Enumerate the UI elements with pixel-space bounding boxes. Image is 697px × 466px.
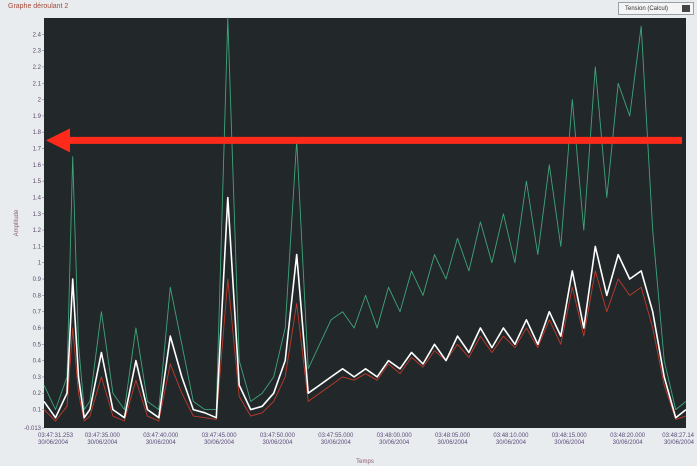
y-tick-label: 1.6 [33, 163, 42, 169]
x-tick-label: 30/06/2004 [554, 440, 585, 446]
x-axis-ticks: 03:47:31.25330/06/200403:47:35.00030/06/… [38, 433, 695, 446]
legend-swatch-icon [682, 5, 690, 12]
y-tick-label: 2.4 [33, 32, 42, 38]
y-tick-label: 2.3 [33, 49, 42, 55]
y-tick-label: 0.3 [33, 375, 42, 381]
x-tick-label: 30/06/2004 [438, 440, 469, 446]
x-tick-label: 30/06/2004 [321, 440, 352, 446]
marker-layer [46, 128, 682, 153]
y-tick-label: 1.8 [33, 130, 42, 136]
x-tick-label: 30/06/2004 [496, 440, 527, 446]
x-tick-label: 03:47:55.000 [318, 433, 354, 439]
y-tick-label: 2 [38, 98, 42, 104]
y-tick-label: 1.9 [33, 114, 42, 120]
x-tick-label: 30/06/2004 [204, 440, 235, 446]
x-tick-label: 03:48:10.000 [493, 433, 529, 439]
x-tick-label: 03:48:05.000 [435, 433, 471, 439]
y-tick-label: 1.4 [33, 195, 42, 201]
x-tick-label: 30/06/2004 [613, 440, 644, 446]
x-tick-label: 03:48:27.14 [662, 433, 694, 439]
x-tick-label: 03:47:50.000 [260, 433, 296, 439]
series-line-2 [43, 270, 687, 422]
series-line-0 [43, 196, 687, 419]
y-tick-label: 0.8 [33, 293, 42, 299]
y-tick-label: 2.2 [33, 65, 42, 71]
x-tick-label: 30/06/2004 [87, 440, 118, 446]
y-tick-label: 1.5 [33, 179, 42, 185]
y-tick-label: 0.7 [33, 310, 42, 316]
y-tick-label: 0.4 [33, 359, 42, 365]
x-tick-label: 30/06/2004 [262, 440, 293, 446]
marker-arrow-head-icon [46, 128, 70, 153]
y-axis-label: Amplitude [14, 209, 20, 236]
y-tick-label: 0.9 [33, 277, 42, 283]
y-tick-label: -0.013 [24, 426, 42, 432]
x-tick-label: 30/06/2004 [38, 440, 69, 446]
y-tick-label: 2.1 [33, 81, 42, 87]
y-tick-label: 1.2 [33, 228, 42, 234]
y-tick-label: 1.1 [33, 244, 42, 250]
y-tick-label: 0.2 [33, 391, 42, 397]
legend-label: Tension (Calcul) [625, 5, 669, 12]
x-tick-label: 03:47:35.000 [85, 433, 121, 439]
x-tick-label: 30/06/2004 [379, 440, 410, 446]
y-tick-label: 1.7 [33, 147, 42, 153]
x-tick-label: 30/06/2004 [146, 440, 177, 446]
x-tick-label: 03:48:15.000 [552, 433, 588, 439]
y-tick-label: 1.3 [33, 212, 42, 218]
y-tick-label: 0.1 [33, 408, 42, 414]
y-tick-label: 0.6 [33, 326, 42, 332]
x-tick-label: 30/06/2004 [664, 440, 695, 446]
plot-area [44, 18, 686, 428]
chart-title: Graphe déroulant 2 [8, 3, 69, 10]
y-axis-ticks: -0.013 0.1 0.2 0.3 0.4 0.5 0.6 0.7 0.8 0.9 1 1.1 1.2… [24, 32, 44, 432]
x-axis-label: Temps [356, 459, 374, 465]
y-tick-label: 1 [38, 261, 42, 267]
y-tick-label: 0.5 [33, 342, 42, 348]
x-tick-label: 03:47:31.253 [38, 433, 74, 439]
x-tick-label: 03:47:45.000 [202, 433, 238, 439]
x-tick-label: 03:47:40.000 [143, 433, 179, 439]
x-tick-label: 03:48:20.000 [610, 433, 646, 439]
legend-box[interactable]: Tension (Calcul) [618, 2, 694, 15]
x-tick-label: 03:48:00.000 [377, 433, 413, 439]
